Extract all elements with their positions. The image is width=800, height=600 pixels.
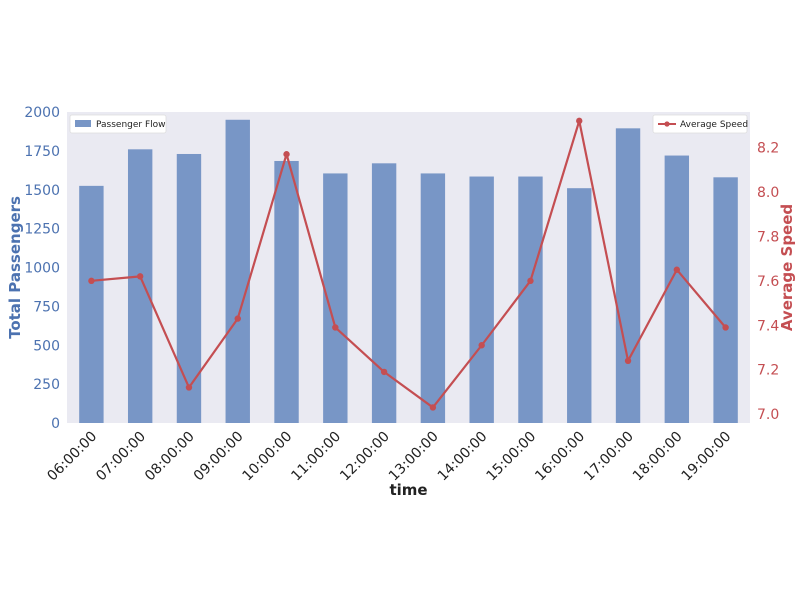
left-tick-label: 0 bbox=[51, 416, 60, 432]
speed-point-13:00:00 bbox=[429, 404, 437, 411]
bar-15:00:00 bbox=[518, 176, 543, 423]
x-tick-label: 06:00:00 bbox=[44, 429, 100, 485]
speed-point-06:00:00 bbox=[88, 277, 95, 285]
speed-point-14:00:00 bbox=[478, 342, 485, 349]
x-tick-label: 18:00:00 bbox=[630, 429, 686, 485]
plot-area bbox=[67, 112, 750, 423]
x-tick-label: 15:00:00 bbox=[484, 429, 540, 485]
speed-point-15:00:00 bbox=[527, 277, 534, 285]
right-tick-label: 8.0 bbox=[757, 185, 779, 201]
x-axis-title: time bbox=[389, 481, 427, 499]
bar-08:00:00 bbox=[176, 153, 202, 424]
x-axis-ticks: 06:00:0007:00:0008:00:0009:00:0010:00:00… bbox=[44, 429, 734, 485]
bar-19:00:00 bbox=[713, 177, 738, 423]
bar-series bbox=[79, 119, 738, 424]
x-tick-label: 09:00:00 bbox=[191, 429, 247, 485]
speed-point-07:00:00 bbox=[136, 273, 144, 280]
left-axis-ticks: 0 250 500 750 1000 1250 1500 1750 2000 bbox=[24, 105, 60, 432]
bar-12:00:00 bbox=[371, 163, 397, 423]
legend-bar: Passenger Flow bbox=[69, 114, 167, 134]
left-tick-label: 1500 bbox=[24, 183, 60, 199]
x-tick-label: 13:00:00 bbox=[386, 429, 442, 485]
x-tick-label: 10:00:00 bbox=[240, 429, 296, 485]
speed-line bbox=[91, 119, 727, 409]
left-axis-title: Total Passengers bbox=[6, 196, 24, 339]
speed-point-08:00:00 bbox=[185, 384, 193, 391]
bar-14:00:00 bbox=[469, 176, 494, 423]
speed-point-10:00:00 bbox=[283, 151, 290, 158]
bar-09:00:00 bbox=[225, 119, 250, 424]
right-tick-label: 8.2 bbox=[757, 141, 779, 157]
left-tick-label: 2000 bbox=[24, 105, 60, 121]
x-tick-label: 12:00:00 bbox=[337, 429, 393, 485]
legend-bar-swatch bbox=[75, 120, 91, 127]
right-tick-label: 7.0 bbox=[757, 407, 779, 423]
left-tick-label: 500 bbox=[33, 338, 60, 354]
right-tick-label: 7.8 bbox=[757, 229, 779, 245]
bar-10:00:00 bbox=[274, 160, 299, 424]
right-axis-ticks: 7.0 7.2 7.4 7.6 7.8 8.0 8.2 bbox=[757, 141, 779, 424]
left-tick-label: 250 bbox=[33, 377, 60, 393]
x-tick-label: 19:00:00 bbox=[679, 429, 735, 485]
bar-13:00:00 bbox=[420, 173, 446, 423]
speed-point-18:00:00 bbox=[673, 266, 681, 273]
line-series bbox=[88, 117, 729, 411]
speed-point-19:00:00 bbox=[722, 324, 729, 331]
bar-17:00:00 bbox=[615, 128, 641, 423]
left-tick-label: 750 bbox=[33, 299, 60, 315]
bar-06:00:00 bbox=[79, 185, 104, 423]
left-tick-label: 1000 bbox=[24, 261, 60, 277]
right-tick-label: 7.4 bbox=[757, 318, 779, 334]
legend-bar-box bbox=[69, 114, 167, 134]
x-tick-label: 08:00:00 bbox=[142, 429, 198, 485]
x-tick-label: 07:00:00 bbox=[93, 429, 149, 485]
legend-line-marker bbox=[664, 121, 670, 127]
legend-line: Average Speed bbox=[652, 114, 748, 134]
right-tick-label: 7.2 bbox=[757, 363, 779, 379]
left-tick-label: 1250 bbox=[24, 222, 60, 238]
right-tick-label: 7.6 bbox=[757, 274, 779, 290]
bar-16:00:00 bbox=[567, 188, 592, 423]
left-tick-label: 1750 bbox=[24, 144, 60, 160]
x-tick-label: 11:00:00 bbox=[288, 429, 344, 485]
speed-point-11:00:00 bbox=[332, 324, 339, 331]
legend-bar-label: Passenger Flow bbox=[96, 120, 166, 130]
speed-point-17:00:00 bbox=[624, 357, 632, 364]
right-axis-title: Average Speed bbox=[778, 204, 796, 331]
legend-line-label: Average Speed bbox=[680, 120, 748, 130]
legend-line-box bbox=[652, 114, 748, 134]
speed-point-09:00:00 bbox=[234, 315, 241, 322]
speed-point-12:00:00 bbox=[380, 368, 388, 376]
speed-point-16:00:00 bbox=[576, 117, 583, 125]
x-tick-label: 16:00:00 bbox=[532, 429, 588, 485]
bar-18:00:00 bbox=[664, 155, 690, 424]
bar-07:00:00 bbox=[127, 149, 153, 423]
x-tick-label: 17:00:00 bbox=[581, 429, 637, 485]
x-tick-label: 14:00:00 bbox=[435, 429, 491, 485]
